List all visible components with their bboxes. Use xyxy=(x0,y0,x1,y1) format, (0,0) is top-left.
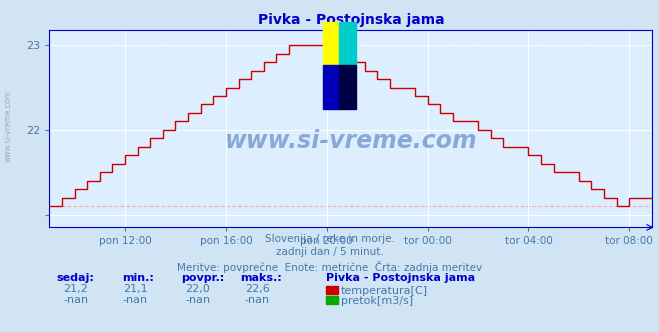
Bar xyxy=(339,65,357,109)
Text: -nan: -nan xyxy=(63,295,88,305)
Text: -nan: -nan xyxy=(185,295,210,305)
Text: www.si-vreme.com: www.si-vreme.com xyxy=(3,90,13,162)
Text: 22,6: 22,6 xyxy=(244,284,270,294)
Text: sedaj:: sedaj: xyxy=(56,273,94,283)
Title: Pivka - Postojnska jama: Pivka - Postojnska jama xyxy=(258,13,444,27)
Bar xyxy=(322,65,339,109)
Text: Pivka - Postojnska jama: Pivka - Postojnska jama xyxy=(326,273,475,283)
Text: min.:: min.: xyxy=(122,273,154,283)
Text: pretok[m3/s]: pretok[m3/s] xyxy=(341,296,413,306)
Text: 22,0: 22,0 xyxy=(185,284,210,294)
Text: -nan: -nan xyxy=(123,295,148,305)
Text: Meritve: povprečne  Enote: metrične  Črta: zadnja meritev: Meritve: povprečne Enote: metrične Črta:… xyxy=(177,261,482,273)
Text: www.si-vreme.com: www.si-vreme.com xyxy=(225,128,477,152)
Text: povpr.:: povpr.: xyxy=(181,273,225,283)
Bar xyxy=(339,22,357,65)
Text: -nan: -nan xyxy=(244,295,270,305)
Text: maks.:: maks.: xyxy=(241,273,282,283)
Text: zadnji dan / 5 minut.: zadnji dan / 5 minut. xyxy=(275,247,384,257)
Text: 21,2: 21,2 xyxy=(63,284,88,294)
Text: 21,1: 21,1 xyxy=(123,284,148,294)
Bar xyxy=(322,22,339,65)
Text: temperatura[C]: temperatura[C] xyxy=(341,286,428,295)
Text: Slovenija / reke in morje.: Slovenija / reke in morje. xyxy=(264,234,395,244)
